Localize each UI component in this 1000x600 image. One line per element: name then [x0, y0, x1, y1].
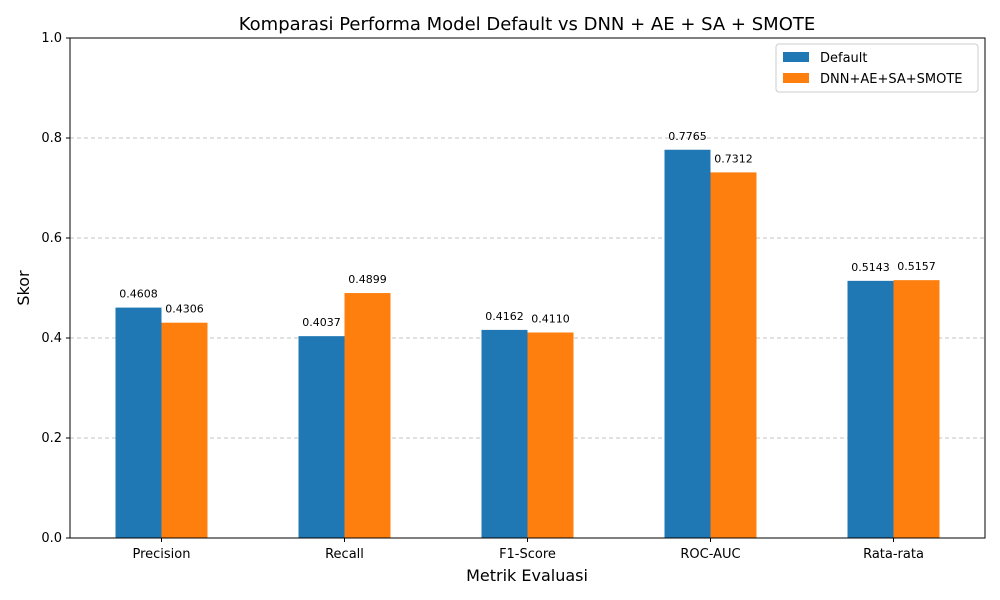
bar-value-label: 0.4306	[165, 303, 204, 316]
bar-value-label: 0.4037	[302, 316, 341, 329]
axes: 0.0 0.2 0.4 0.6 0.8 1.0 Precision Recall F1-Scor…	[41, 31, 986, 562]
bar-default-4	[847, 280, 894, 538]
x-axis-title: Metrik Evaluasi	[466, 566, 588, 585]
bar-value-label: 0.7312	[714, 152, 753, 165]
bar-value-label: 0.5157	[897, 260, 936, 273]
x-tick-label: F1-Score	[499, 547, 556, 562]
bar-dnn-2	[527, 332, 574, 538]
bar-dnn-1	[344, 293, 391, 538]
legend: Default DNN+AE+SA+SMOTE	[775, 43, 979, 93]
legend-label: Default	[820, 51, 868, 66]
y-tick-label: 0.8	[41, 131, 62, 146]
legend-swatch	[783, 73, 809, 83]
x-tick-label: Precision	[132, 547, 190, 562]
x-tick-label: Rata-rata	[863, 547, 924, 562]
bar-default-3	[664, 149, 711, 538]
bar-dnn-3	[710, 172, 757, 538]
x-tick-label: ROC-AUC	[680, 547, 740, 562]
legend-box	[775, 43, 979, 93]
bar-dnn-4	[893, 280, 940, 538]
y-tick-label: 0.0	[41, 531, 62, 546]
bar-default-0	[115, 307, 162, 538]
y-axis-title: Skor	[14, 270, 33, 306]
plot-frame	[69, 37, 986, 539]
y-tick-label: 1.0	[41, 31, 62, 46]
bar-value-label: 0.4110	[531, 313, 570, 326]
y-tick-label: 0.4	[41, 331, 62, 346]
bar-default-1	[298, 336, 345, 538]
x-tick-label: Recall	[325, 547, 364, 562]
chart-title: Komparasi Performa Model Default vs DNN …	[239, 14, 815, 35]
bar-value-label: 0.7765	[668, 130, 707, 143]
legend-label: DNN+AE+SA+SMOTE	[820, 72, 963, 87]
bar-value-label: 0.4899	[348, 273, 387, 286]
y-tick-label: 0.6	[41, 231, 62, 246]
legend-swatch	[783, 52, 809, 62]
bar-value-label: 0.4608	[119, 288, 158, 301]
y-tick-label: 0.2	[41, 431, 62, 446]
bars	[115, 149, 940, 538]
bar-default-2	[481, 329, 528, 538]
bar-value-labels: 0.4608 0.4306 0.4037 0.4899 0.4162 0.4110 0.77…	[119, 130, 936, 329]
bar-dnn-0	[161, 322, 208, 538]
bar-value-label: 0.5143	[851, 261, 890, 274]
bar-value-label: 0.4162	[485, 310, 524, 323]
